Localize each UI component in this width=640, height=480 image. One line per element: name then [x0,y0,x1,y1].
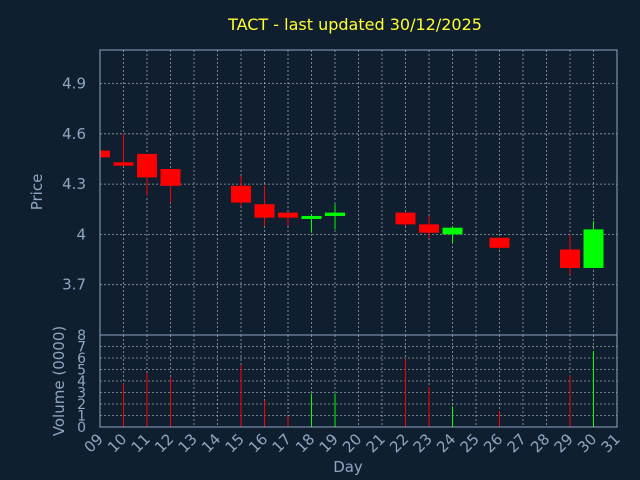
chart-title: TACT - last updated 30/12/2025 [227,15,482,34]
price-tick-label: 4 [76,225,86,243]
volume-tick-label: 3 [77,386,86,402]
x-tick-label: 27 [504,430,530,456]
x-tick-label: 28 [527,430,553,456]
x-tick-label: 14 [198,430,224,456]
candle-body [419,224,439,233]
x-tick-label: 26 [480,430,506,456]
x-tick-label: 12 [151,430,177,456]
candle-body [442,227,463,235]
candle-body [583,229,604,268]
volume-axis-label: Volume (0000) [50,326,68,436]
price-tick-label: 4.6 [62,125,86,143]
x-tick-label: 23 [410,430,436,456]
volume-tick-label: 0 [77,420,86,436]
x-tick-label: 13 [175,430,201,456]
volume-series [99,351,594,427]
x-tick-label: 25 [457,430,483,456]
candle-body [254,204,275,218]
x-tick-label: 10 [104,430,130,456]
candle-body [395,212,416,225]
candle-body [160,169,181,186]
candlestick-series [99,133,604,275]
x-tick-label: 20 [339,430,365,456]
price-panel: 3.7 4 4.3 4.6 4.9 Price [28,49,618,336]
volume-tick-label: 1 [77,409,86,425]
x-tick-label: 21 [363,430,389,456]
price-plot-frame [99,49,618,336]
candle-body [489,237,510,248]
x-tick-label: 30 [574,430,600,456]
volume-tick-label: 7 [77,340,86,356]
candle-body [137,153,157,178]
volume-grid [100,335,617,427]
volume-tick-label: 8 [77,328,86,344]
x-tick-label: 31 [598,430,624,456]
candle-body [231,185,251,203]
price-axis-label: Price [28,174,46,211]
volume-tick-label: 4 [77,374,86,390]
x-tick-label: 19 [316,430,342,456]
x-tick-label: 15 [222,430,248,456]
x-tick-label: 22 [386,430,412,456]
candle-body [301,215,322,219]
candle-body [560,249,580,268]
x-tick-label: 24 [433,430,459,456]
x-tick-label: 29 [551,430,577,456]
x-axis-label: Day [333,458,363,476]
x-tick-label: 11 [128,430,154,456]
candle-body [325,212,345,216]
volume-tick-label: 6 [77,351,86,367]
candle-body [113,162,134,166]
price-tick-label: 3.7 [62,276,86,294]
volume-plot-frame [99,334,618,428]
candle-body [278,212,298,218]
price-tick-label: 4.3 [62,175,86,193]
x-tick-label: 18 [292,430,318,456]
candle-body [100,150,110,158]
price-tick-label: 4.9 [62,75,86,93]
price-grid [100,50,617,335]
volume-tick-label: 5 [77,363,86,379]
x-tick-label: 17 [269,430,295,456]
x-axis-ticks: 0910111213141516171819202122232425262728… [81,430,624,456]
price-axis-ticks: 3.7 4 4.3 4.6 4.9 [62,75,86,294]
volume-tick-label: 2 [77,397,86,413]
x-tick-label: 16 [245,430,271,456]
